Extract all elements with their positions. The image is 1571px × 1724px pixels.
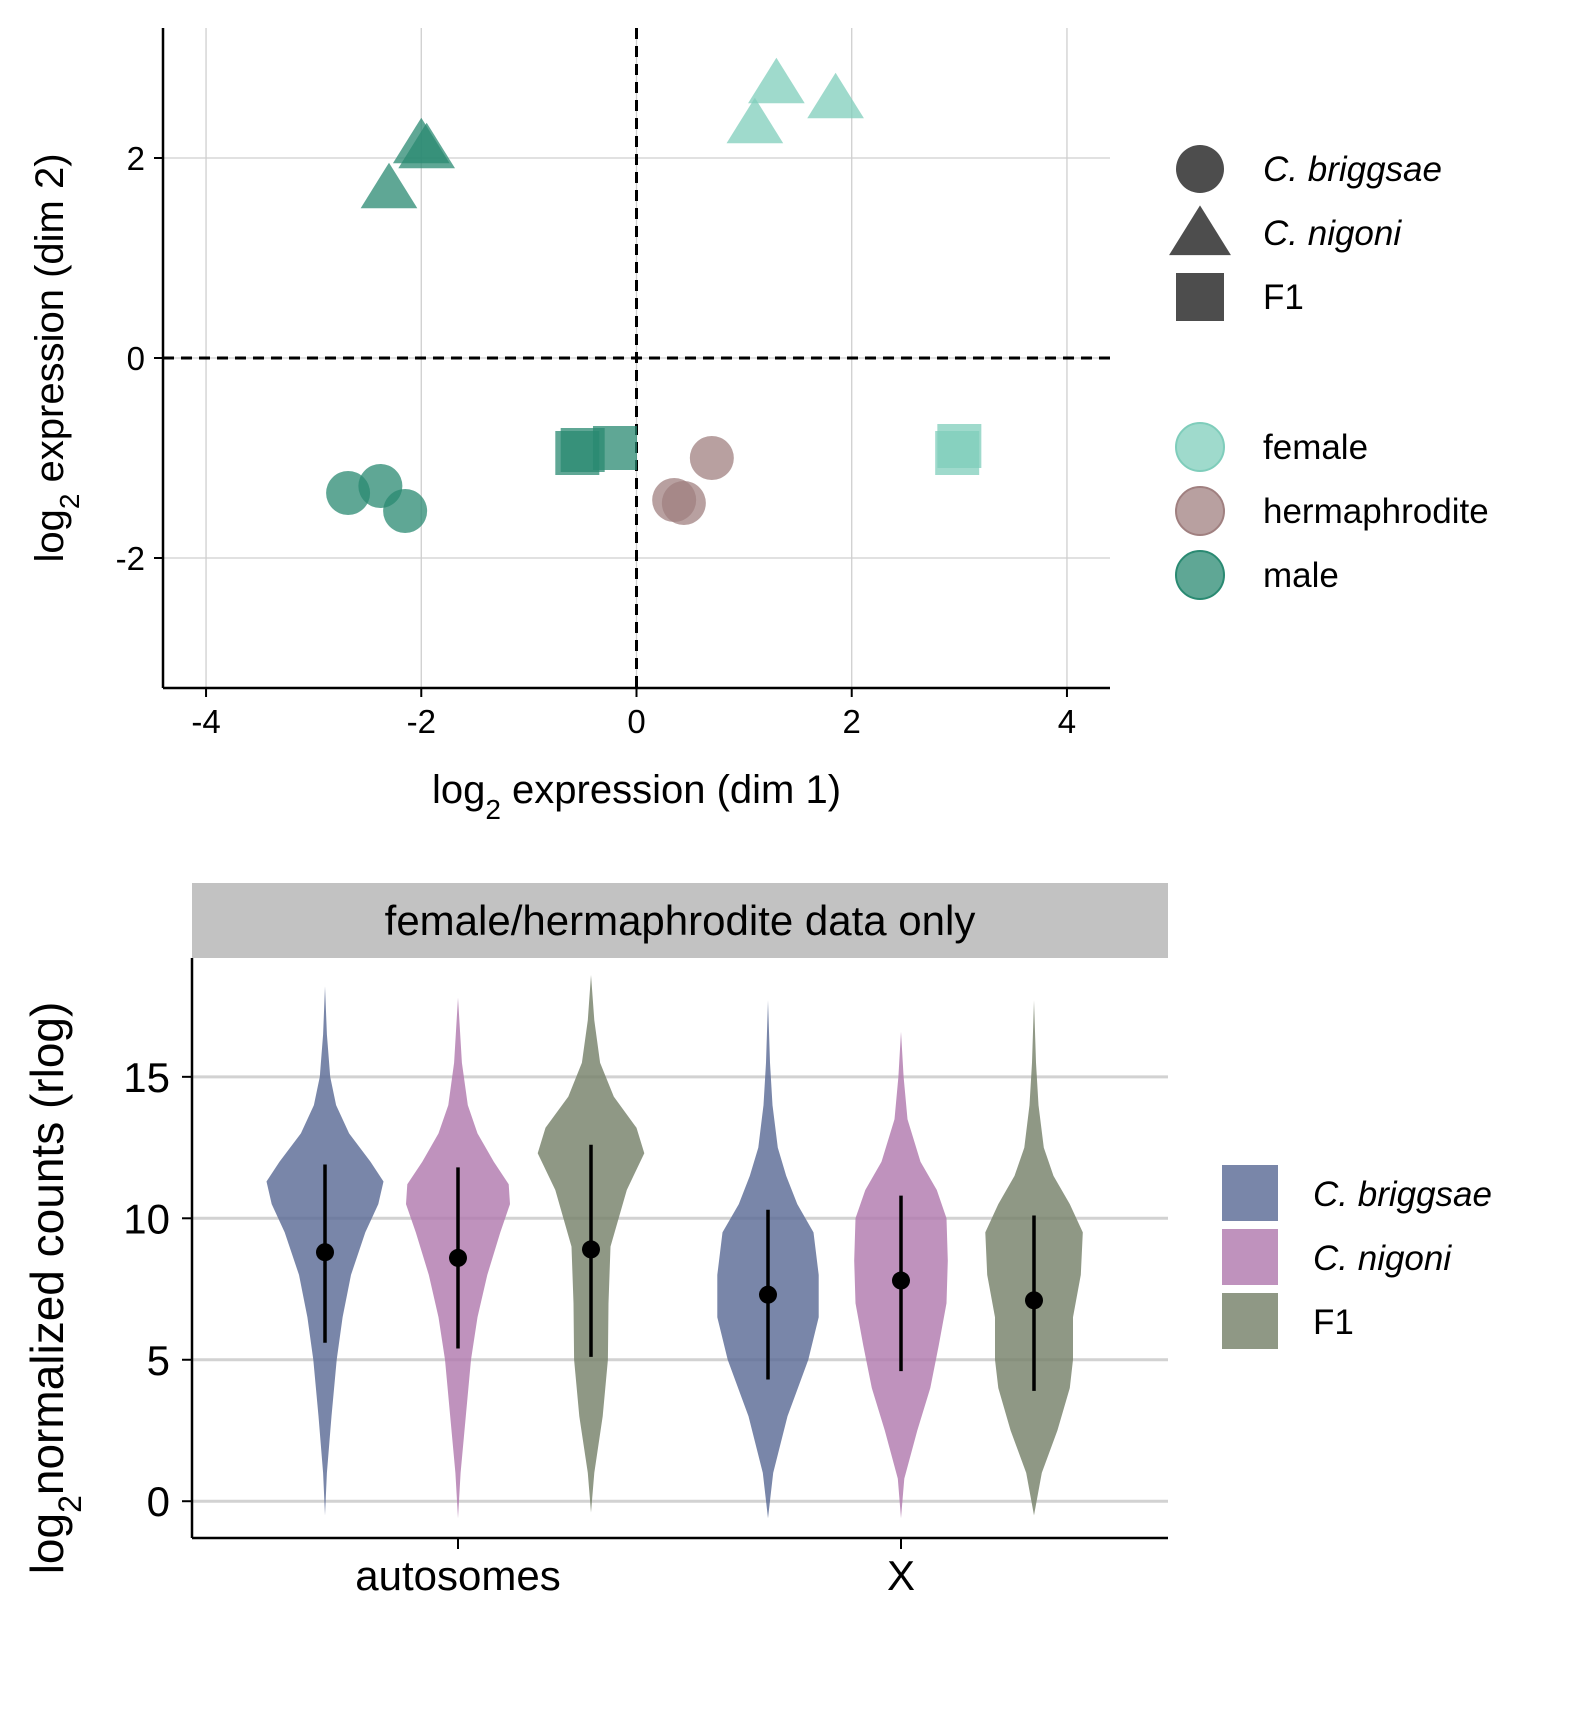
violin-panel: female/hermaphrodite data only 0 5 10 15 auto… — [21, 883, 1492, 1599]
legend-series-label: C. nigoni — [1313, 1239, 1452, 1278]
y-axis-title-suffix: expression (dim 2) — [28, 153, 72, 493]
x-tick-label: autosomes — [355, 1552, 560, 1599]
facet-strip-label: female/hermaphrodite data only — [385, 897, 976, 944]
median-point — [892, 1271, 910, 1290]
legend-color-label: female — [1263, 428, 1368, 467]
data-point — [383, 489, 428, 533]
y-tick-label: 0 — [147, 1478, 170, 1525]
data-point — [360, 162, 418, 209]
median-point — [759, 1285, 777, 1304]
y-tick-label: 0 — [127, 340, 145, 377]
data-point — [935, 431, 980, 475]
legend-color-key — [1175, 486, 1225, 536]
legend-series-label: F1 — [1313, 1303, 1354, 1342]
x-tick-label: 0 — [627, 703, 645, 740]
y-axis-title: log2 expression (dim 2) — [28, 153, 85, 562]
data-point — [661, 481, 706, 525]
data-point — [555, 431, 600, 475]
data-point — [807, 72, 864, 119]
legend-color-key — [1222, 1165, 1278, 1221]
x-tick-label: X — [887, 1552, 915, 1599]
y-axis-title-prefix: log — [28, 509, 72, 562]
legend-color-label: male — [1263, 556, 1339, 595]
legend-shape-key — [1176, 145, 1224, 193]
data-point — [748, 57, 805, 104]
legend-color-label: hermaphrodite — [1263, 492, 1489, 531]
y-axis-title-prefix: log — [21, 1513, 73, 1574]
x-axis-title-subscript: 2 — [485, 794, 501, 825]
median-point — [449, 1248, 467, 1267]
median-point — [316, 1243, 334, 1262]
y-tick-label: 10 — [123, 1195, 170, 1242]
legend-shape-key — [1176, 273, 1224, 321]
legend-series-label: C. briggsae — [1313, 1175, 1492, 1214]
y-tick-label: -2 — [116, 540, 145, 577]
x-axis-title-suffix: expression (dim 1) — [501, 768, 841, 812]
y-axis-title-suffix: normalized counts (rlog) — [21, 1002, 73, 1495]
x-tick-label: -4 — [191, 703, 220, 740]
y-tick-label: 2 — [127, 140, 145, 177]
legend-shape-label: C. nigoni — [1263, 214, 1402, 253]
median-point — [1025, 1291, 1043, 1310]
legend-shape-label: C. briggsae — [1263, 150, 1442, 189]
data-point — [398, 122, 455, 169]
legend-color-key — [1175, 550, 1225, 600]
data-point — [592, 426, 637, 470]
y-axis-title: log2normalized counts (rlog) — [21, 1002, 88, 1575]
median-point — [582, 1240, 600, 1259]
y-tick-label: 15 — [123, 1054, 170, 1101]
x-tick-label: 2 — [843, 703, 861, 740]
data-point — [726, 97, 784, 144]
y-axis-title-subscript: 2 — [54, 494, 85, 510]
data-point — [689, 436, 734, 480]
legend-color-key — [1222, 1229, 1278, 1285]
x-tick-label: 4 — [1058, 703, 1076, 740]
y-tick-label: 5 — [147, 1337, 170, 1384]
x-axis-title-prefix: log — [432, 768, 485, 812]
legend-color-key — [1175, 422, 1225, 472]
legend-shape-key — [1169, 205, 1231, 256]
x-axis-title: log2 expression (dim 1) — [432, 768, 841, 825]
facet-strip — [192, 883, 1168, 958]
legend-shape-label: F1 — [1263, 278, 1304, 317]
y-axis-title-subscript: 2 — [52, 1495, 88, 1513]
legend-color-key — [1222, 1293, 1278, 1349]
x-tick-label: -2 — [407, 703, 436, 740]
